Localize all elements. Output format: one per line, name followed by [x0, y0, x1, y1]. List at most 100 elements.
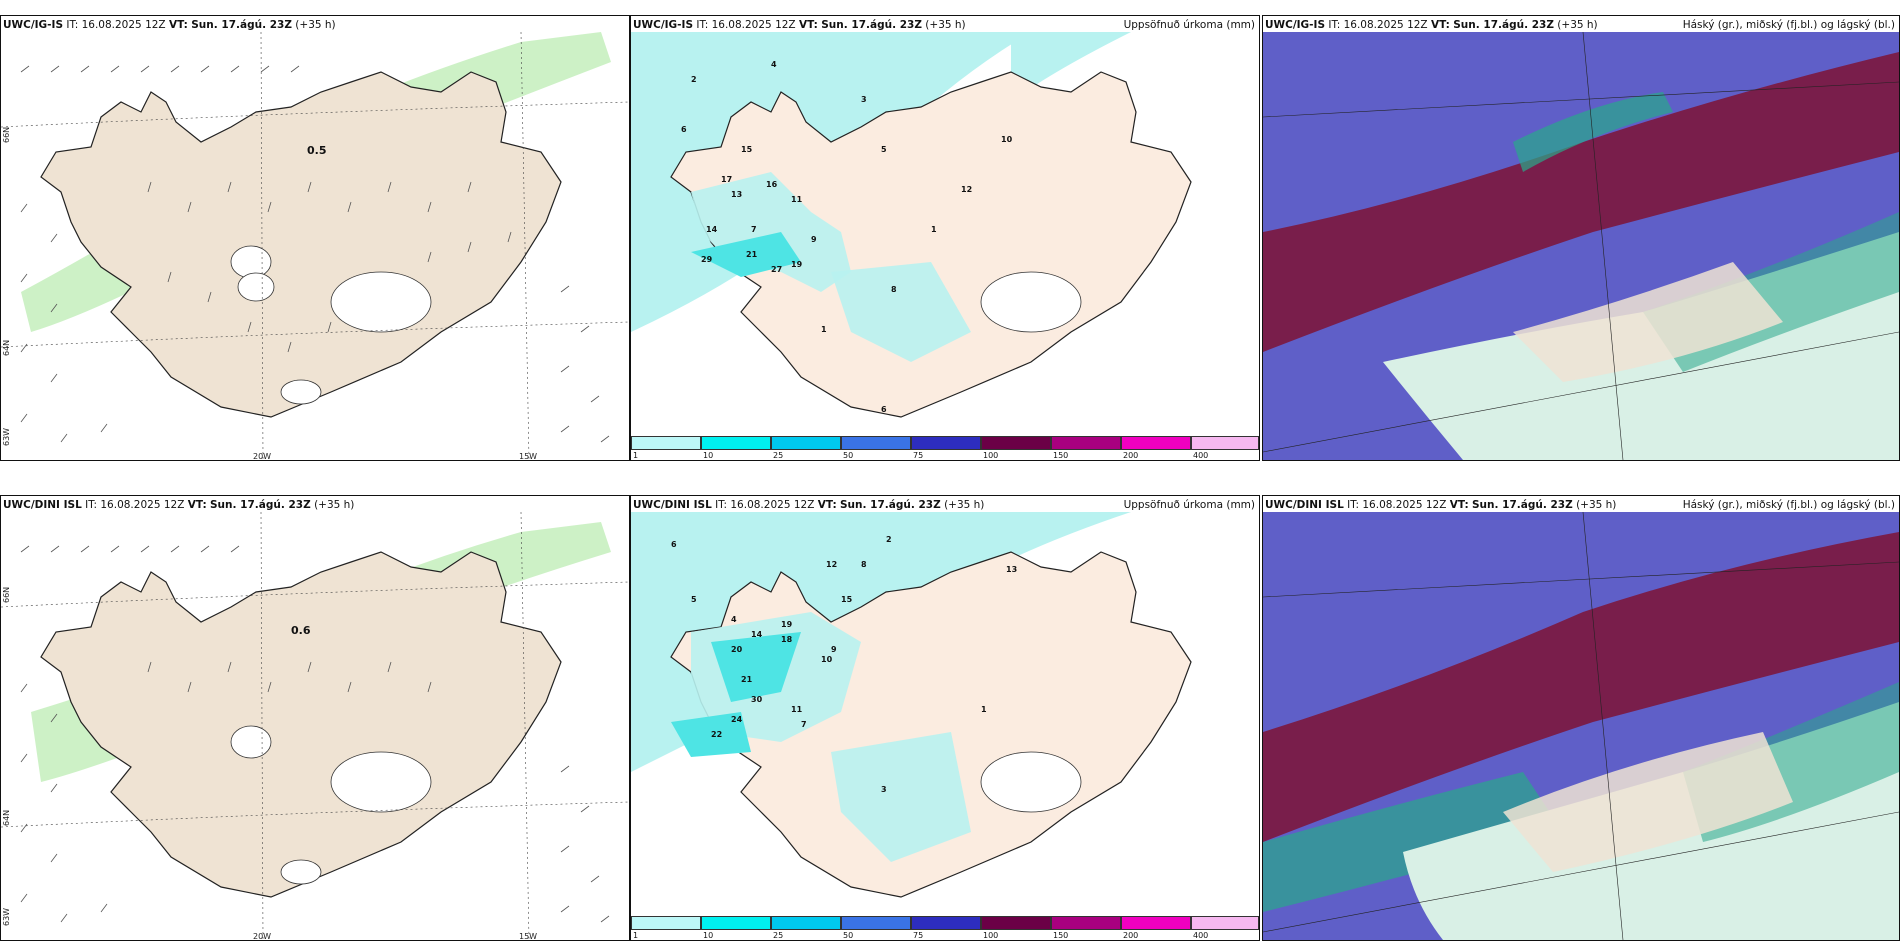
legend-tick: 100: [983, 451, 999, 460]
panel-header: UWC/DINI ISL IT: 16.08.2025 12Z VT: Sun.…: [633, 499, 1255, 511]
legend-tick: 10: [703, 931, 714, 940]
svg-text:15: 15: [841, 595, 853, 604]
legend-tick: 150: [1053, 931, 1069, 940]
svg-text:18: 18: [781, 635, 793, 644]
legend-tick: 75: [913, 451, 924, 460]
svg-text:1: 1: [931, 225, 937, 234]
panel-header: UWC/DINI ISL IT: 16.08.2025 12Z VT: Sun.…: [1265, 499, 1895, 511]
svg-text:22: 22: [711, 730, 722, 739]
panel-header: UWC/IG-IS IT: 16.08.2025 12Z VT: Sun. 17…: [633, 19, 1255, 31]
lat-label: 64N: [2, 809, 11, 826]
svg-text:11: 11: [791, 195, 803, 204]
svg-text:5: 5: [881, 145, 887, 154]
wind-max-label: 0.6: [291, 624, 311, 637]
legend-tick: 100: [983, 931, 999, 940]
legend-tick: 25: [773, 451, 784, 460]
svg-text:3: 3: [861, 95, 867, 104]
svg-text:14: 14: [706, 225, 718, 234]
panel-header: UWC/IG-IS IT: 16.08.2025 12Z VT: Sun. 17…: [3, 19, 336, 31]
lon-label: 20W: [253, 932, 272, 941]
precip-map: 6 2 5 4 8 12 13 15 20 14 18 19 21 22 24 …: [631, 512, 1259, 940]
cloud-panel-row1: UWC/IG-IS IT: 16.08.2025 12Z VT: Sun. 17…: [1262, 15, 1900, 461]
legend-tick: 25: [773, 931, 784, 940]
lat-label: 66N: [2, 126, 11, 143]
lon-label: 15W: [519, 932, 538, 941]
lon-label: 20W: [253, 452, 272, 461]
wind-max-label: 0.5: [307, 144, 327, 157]
svg-text:6: 6: [671, 540, 677, 549]
legend-swatch: [771, 916, 841, 930]
legend-swatch: [1191, 916, 1259, 930]
legend-swatch: [911, 916, 981, 930]
legend-swatch: [771, 436, 841, 450]
wind-map: 0.5: [1, 32, 629, 460]
legend-tick: 50: [843, 451, 854, 460]
svg-text:1: 1: [821, 325, 827, 334]
svg-text:3: 3: [881, 785, 887, 794]
lat-label: 63W: [2, 907, 11, 926]
svg-text:6: 6: [681, 125, 687, 134]
svg-text:30: 30: [751, 695, 763, 704]
legend-tick: 50: [843, 931, 854, 940]
svg-text:24: 24: [731, 715, 743, 724]
svg-text:8: 8: [861, 560, 867, 569]
svg-text:12: 12: [961, 185, 972, 194]
svg-text:19: 19: [791, 260, 803, 269]
lat-label: 64N: [2, 339, 11, 356]
legend-tick: 1: [633, 451, 639, 460]
legend-swatch: [631, 916, 701, 930]
legend-swatch: [1051, 916, 1121, 930]
legend-swatch: [981, 436, 1051, 450]
legend-tick: 1: [633, 931, 639, 940]
wind-panel-row1: UWC/IG-IS IT: 16.08.2025 12Z VT: Sun. 17…: [0, 15, 630, 461]
legend-swatch: [1121, 916, 1191, 930]
legend-tick: 400: [1193, 451, 1209, 460]
legend-swatch: [1191, 436, 1259, 450]
cloud-map: [1263, 512, 1899, 940]
legend-tick: 200: [1123, 931, 1139, 940]
svg-text:10: 10: [821, 655, 833, 664]
legend-swatch: [981, 916, 1051, 930]
svg-text:16: 16: [766, 180, 778, 189]
svg-text:5: 5: [691, 595, 697, 604]
svg-text:7: 7: [801, 720, 807, 729]
legend-swatch: [911, 436, 981, 450]
svg-text:19: 19: [781, 620, 793, 629]
legend-tick: 10: [703, 451, 714, 460]
precip-legend: [631, 916, 1259, 930]
precip-panel-row1: UWC/IG-IS IT: 16.08.2025 12Z VT: Sun. 17…: [630, 15, 1260, 461]
svg-text:4: 4: [731, 615, 737, 624]
svg-text:9: 9: [831, 645, 837, 654]
svg-text:2: 2: [886, 535, 892, 544]
legend-swatch: [701, 916, 771, 930]
cloud-map: [1263, 32, 1899, 460]
wind-map: 0.6: [1, 512, 629, 940]
svg-text:15: 15: [741, 145, 753, 154]
svg-text:20: 20: [731, 645, 743, 654]
legend-swatch: [841, 436, 911, 450]
legend-swatch: [1051, 436, 1121, 450]
svg-text:4: 4: [771, 60, 777, 69]
svg-text:29: 29: [701, 255, 713, 264]
legend-tick: 200: [1123, 451, 1139, 460]
panel-header: UWC/IG-IS IT: 16.08.2025 12Z VT: Sun. 17…: [1265, 19, 1895, 31]
legend-tick: 150: [1053, 451, 1069, 460]
svg-text:17: 17: [721, 175, 732, 184]
svg-text:11: 11: [791, 705, 803, 714]
svg-text:6: 6: [881, 405, 887, 414]
svg-text:10: 10: [1001, 135, 1013, 144]
svg-text:21: 21: [746, 250, 758, 259]
svg-text:12: 12: [826, 560, 837, 569]
precip-map: 2 4 6 3 17 14 7 9 27 29 5 1 8 12 1 10 6 …: [631, 32, 1259, 460]
svg-text:14: 14: [751, 630, 763, 639]
svg-text:13: 13: [1006, 565, 1017, 574]
svg-text:13: 13: [731, 190, 742, 199]
legend-tick: 75: [913, 931, 924, 940]
precip-legend: [631, 436, 1259, 450]
lon-label: 15W: [519, 452, 538, 461]
precip-panel-row2: UWC/DINI ISL IT: 16.08.2025 12Z VT: Sun.…: [630, 495, 1260, 941]
legend-tick: 400: [1193, 931, 1209, 940]
panel-header: UWC/DINI ISL IT: 16.08.2025 12Z VT: Sun.…: [3, 499, 355, 511]
svg-text:1: 1: [981, 705, 987, 714]
wind-panel-row2: UWC/DINI ISL IT: 16.08.2025 12Z VT: Sun.…: [0, 495, 630, 941]
